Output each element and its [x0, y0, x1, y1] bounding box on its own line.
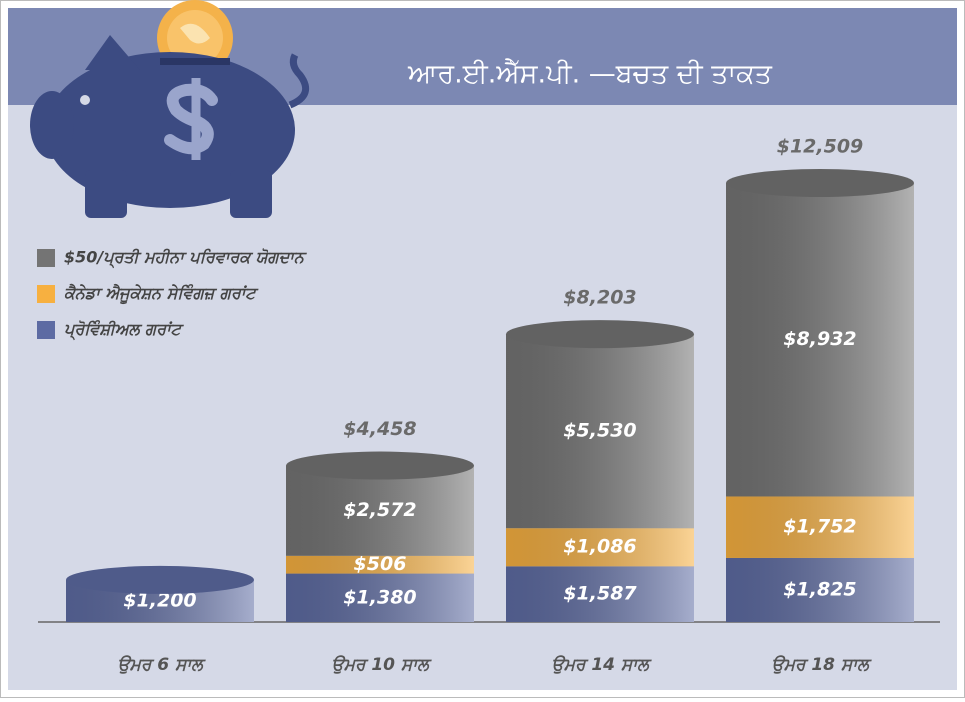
cylinder-top [726, 169, 914, 197]
cylinder-top-shade [286, 451, 474, 480]
segment-shading [726, 183, 914, 497]
segment-label: $1,380 [343, 586, 416, 608]
segment-label: $1,825 [783, 578, 856, 600]
total-label: $12,509 [777, 136, 864, 158]
x-tick-label: ਉਮਰ 18 ਸਾਲ [771, 655, 872, 675]
piggy-bank-icon [30, 0, 310, 218]
cylinder-top-shade [506, 320, 694, 349]
segment-shading [286, 573, 474, 622]
segment-shading [286, 555, 474, 574]
legend-label: ਪ੍ਰੋਵਿੰਸ਼ੀਅਲ ਗਰਾਂਟ [64, 320, 185, 342]
cylinder-top [286, 451, 474, 480]
total-label: $8,203 [563, 287, 636, 309]
segment-label: $1,752 [783, 516, 856, 538]
segment-label: $2,572 [343, 499, 416, 521]
segment-shading [726, 496, 914, 558]
segment-shading [286, 465, 474, 556]
x-tick-label: ਉਮਰ 14 ਸਾਲ [551, 655, 652, 675]
segment-label: $8,932 [783, 328, 856, 350]
chart-title: ਆਰ.ਈ.ਐੱਸ.ਪੀ. —ਬਚਤ ਦੀ ਤਾਕਤ [407, 59, 773, 90]
segment-label: $506 [354, 553, 407, 575]
legend-swatch [37, 249, 55, 267]
x-tick-label: ਉਮਰ 6 ਸਾਲ [117, 655, 206, 675]
cylinder-top [506, 320, 694, 349]
legend-swatch [37, 321, 55, 339]
legend-label: ਕੈਨੇਡਾ ਐਜੂਕੇਸ਼ਨ ਸੇਵਿੰਗਜ਼ ਗਰਾਂਟ [64, 284, 259, 305]
segment-label: $1,086 [563, 536, 636, 558]
total-label: $4,458 [343, 418, 416, 440]
segment-shading [726, 557, 914, 622]
legend-swatch [37, 285, 55, 303]
cylinder-top [66, 565, 254, 594]
x-tick-label: ਉਮਰ 10 ਸਾਲ [331, 655, 432, 675]
cylinder-top-shade [66, 565, 254, 594]
legend-label: $50/ਪ੍ਰਤੀ ਮਹੀਨਾ ਪਰਿਵਾਰਕ ਯੋਗਦਾਨ [64, 248, 308, 270]
segment-label: $1,200 [123, 589, 196, 611]
segment-shading [506, 334, 694, 529]
cylinder-top-shade [726, 169, 914, 197]
segment-shading [506, 528, 694, 567]
segment-label: $5,530 [563, 420, 636, 442]
segment-label: $1,587 [563, 583, 637, 605]
segment-shading [506, 566, 694, 622]
